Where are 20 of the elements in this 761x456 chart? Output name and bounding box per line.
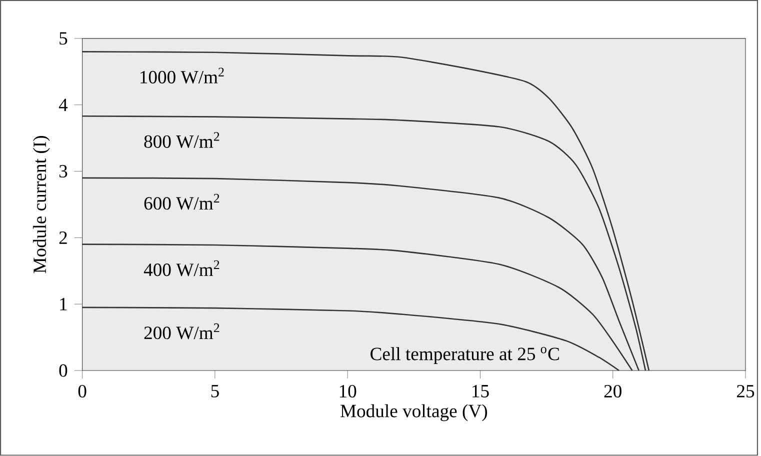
x-tick-label: 10: [340, 385, 356, 398]
y-tick-label: 3: [59, 165, 68, 178]
x-tick-label: 5: [211, 385, 219, 398]
y-tick-label: 2: [59, 232, 67, 244]
series-label: 400 W/m$^{2}$: [144, 260, 220, 276]
x-axis-title: Module voltage (V): [340, 404, 488, 422]
series-label: 1000 W/m$^{2}$: [140, 68, 224, 84]
x-tick-label: 20: [604, 385, 622, 398]
series-label: 600 W/m$^{2}$: [144, 194, 220, 210]
y-tick-label: 5: [60, 32, 68, 45]
x-tick-label: 0: [78, 385, 86, 398]
y-axis-title: Module current (I): [32, 136, 50, 274]
x-tick-label: 15: [472, 385, 489, 398]
y-tick-label: 0: [59, 364, 68, 377]
series-label: 800 W/m$^{2}$: [144, 132, 220, 148]
y-tick-label: 1: [60, 298, 67, 310]
annotation: Cell temperature at 25 $^{o}$C: [370, 347, 559, 364]
x-tick-label: 25: [736, 385, 754, 398]
series-label: 200 W/m$^{2}$: [144, 324, 220, 340]
y-tick-label: 4: [58, 98, 68, 112]
